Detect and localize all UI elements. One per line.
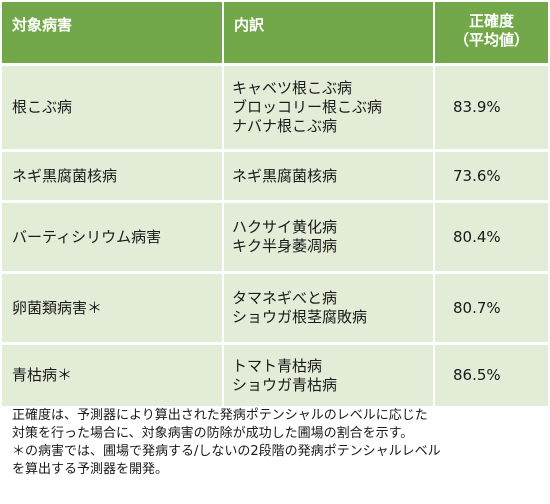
disease-cell: 根こぶ病 [2,63,224,149]
accuracy-cell: 86.5% [435,342,548,406]
disease-cell: 青枯病＊ [2,342,224,406]
breakdown-cell: キャベツ根こぶ病 ブロッコリー根こぶ病 ナバナ根こぶ病 [224,63,435,149]
disease-cell: バーティシリウム病害 [2,200,224,271]
table-row: 根こぶ病 キャベツ根こぶ病 ブロッコリー根こぶ病 ナバナ根こぶ病 83.9% [2,63,548,149]
breakdown-item: タマネギべと病 [232,289,338,307]
breakdown-item: ナバナ根こぶ病 [232,117,338,135]
accuracy-cell: 83.9% [435,63,548,149]
breakdown-item: キク半身萎凋病 [232,237,338,255]
footnote-line: を算出する予測器を開発。 [12,462,169,477]
breakdown-cell: タマネギべと病 ショウガ根茎腐敗病 [224,271,435,342]
breakdown-item: ネギ黒腐菌核病 [232,166,338,185]
header-target-disease-label: 対象病害 [12,16,73,34]
breakdown-cell: ネギ黒腐菌核病 [224,149,435,200]
breakdown-item: ハクサイ黄化病 [232,218,338,236]
disease-cell: 卵菌類病害＊ [2,271,224,342]
disease-cell: ネギ黒腐菌核病 [2,149,224,200]
breakdown-item: ブロッコリー根こぶ病 [232,98,383,116]
breakdown-item: ショウガ根茎腐敗病 [232,308,368,326]
header-accuracy-text: 正確度 （平均値） [435,2,548,50]
header-row: 対象病害 内訳 正確度 （平均値） [2,2,548,63]
accuracy-cell: 80.7% [435,271,548,342]
table-row: 卵菌類病害＊ タマネギべと病 ショウガ根茎腐敗病 80.7% [2,271,548,342]
breakdown-item: ショウガ青枯病 [232,375,338,394]
accuracy-cell: 80.4% [435,200,548,271]
header-accuracy: 正確度 （平均値） [435,2,548,63]
header-accuracy-sublabel: （平均値） [453,31,529,49]
footnote-line: ＊の病害では、圃場で発病する/しないの2段階の発病ポテンシャルレベル [12,444,441,459]
results-table-container: 対象病害 内訳 正確度 （平均値） 根こぶ病 キャベツ根こぶ病 ブロッコリー [2,2,548,406]
table-row: ネギ黒腐菌核病 ネギ黒腐菌核病 73.6% [2,149,548,200]
breakdown-cell: トマト青枯病 ショウガ青枯病 [224,342,435,406]
disease-accuracy-table: 対象病害 内訳 正確度 （平均値） 根こぶ病 キャベツ根こぶ病 ブロッコリー [2,2,548,406]
header-accuracy-label: 正確度 [468,12,514,30]
table-row: バーティシリウム病害 ハクサイ黄化病 キク半身萎凋病 80.4% [2,200,548,271]
accuracy-cell: 73.6% [435,149,548,200]
header-target-disease: 対象病害 [2,2,224,63]
breakdown-item: トマト青枯病 [232,356,323,375]
header-breakdown: 内訳 [224,2,435,63]
breakdown-item: キャベツ根こぶ病 [232,79,353,97]
footnote-line: 正確度は、予測器により算出された発病ポテンシャルのレベルに応じた [12,408,428,423]
footnote: 正確度は、予測器により算出された発病ポテンシャルのレベルに応じた 対策を行った場… [12,407,542,479]
breakdown-cell: ハクサイ黄化病 キク半身萎凋病 [224,200,435,271]
header-breakdown-label: 内訳 [234,16,265,34]
footnote-line: 対策を行った場合に、対象病害の防除が成功した圃場の割合を示す。 [12,426,414,441]
table-row: 青枯病＊ トマト青枯病 ショウガ青枯病 86.5% [2,342,548,406]
